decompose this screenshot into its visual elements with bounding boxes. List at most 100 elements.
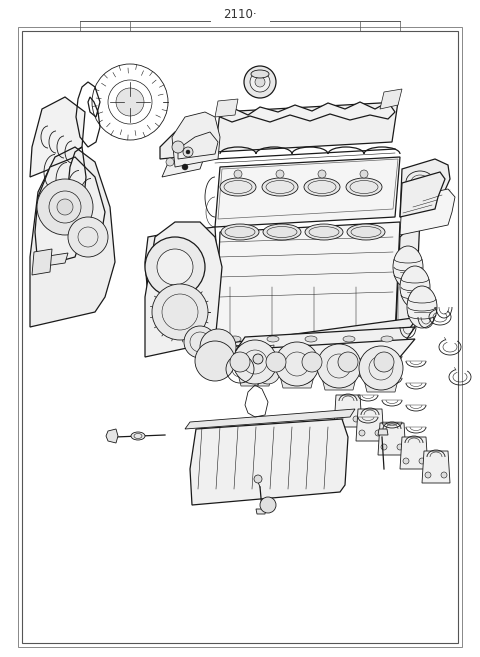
Polygon shape [30,147,115,327]
Polygon shape [178,132,218,159]
Polygon shape [400,189,455,235]
Circle shape [403,458,409,464]
Circle shape [276,170,284,178]
Ellipse shape [400,266,430,308]
Circle shape [441,472,447,478]
Ellipse shape [304,178,340,196]
Circle shape [397,444,403,450]
Circle shape [353,416,359,422]
Circle shape [230,352,250,372]
Polygon shape [225,339,415,367]
Circle shape [425,472,431,478]
Circle shape [260,497,276,513]
Ellipse shape [267,336,279,342]
Polygon shape [334,395,362,427]
Polygon shape [38,253,68,267]
Polygon shape [145,227,218,332]
Circle shape [302,352,322,372]
Circle shape [184,326,216,358]
Polygon shape [363,376,399,392]
Circle shape [291,360,315,384]
Polygon shape [395,217,420,347]
Circle shape [419,458,425,464]
Circle shape [256,360,280,384]
Circle shape [254,475,262,483]
Polygon shape [162,155,205,177]
Circle shape [183,147,193,157]
Polygon shape [30,97,85,177]
Circle shape [116,88,144,116]
Circle shape [152,284,208,340]
Circle shape [57,199,73,215]
Circle shape [145,237,205,297]
Polygon shape [215,99,238,117]
Circle shape [359,430,365,436]
Polygon shape [215,102,398,152]
Circle shape [318,170,326,178]
Polygon shape [279,372,315,388]
Circle shape [182,164,188,170]
Ellipse shape [346,178,382,196]
Ellipse shape [220,178,256,196]
Circle shape [375,430,381,436]
Polygon shape [172,112,220,167]
Polygon shape [160,127,215,159]
Polygon shape [237,370,273,386]
Circle shape [361,360,385,384]
Circle shape [253,354,263,364]
Circle shape [250,72,270,92]
Ellipse shape [347,224,385,240]
Circle shape [266,352,286,372]
Polygon shape [145,222,222,357]
Polygon shape [380,89,402,109]
Circle shape [326,360,350,384]
Circle shape [381,444,387,450]
Ellipse shape [229,336,241,342]
Polygon shape [262,345,274,364]
Polygon shape [230,327,415,359]
Polygon shape [215,157,400,227]
Circle shape [166,158,174,166]
Circle shape [172,141,184,153]
Circle shape [68,217,108,257]
Circle shape [209,355,221,367]
Circle shape [338,352,358,372]
Circle shape [374,352,394,372]
Polygon shape [332,345,344,364]
Ellipse shape [305,224,343,240]
Polygon shape [185,409,355,429]
Polygon shape [190,419,348,505]
Circle shape [37,179,93,235]
Ellipse shape [393,246,423,288]
Ellipse shape [131,432,145,440]
Polygon shape [378,429,388,435]
Polygon shape [106,429,118,443]
Polygon shape [256,509,266,514]
Polygon shape [400,437,428,469]
Text: 2110·: 2110· [223,7,257,20]
Circle shape [244,66,276,98]
Polygon shape [215,222,400,347]
Polygon shape [35,157,105,267]
Polygon shape [400,159,450,217]
Polygon shape [297,345,309,364]
Polygon shape [356,409,384,441]
Polygon shape [220,102,395,122]
Ellipse shape [251,70,269,78]
Polygon shape [32,249,52,275]
Circle shape [157,249,193,285]
Circle shape [275,342,319,386]
Circle shape [233,340,277,384]
Ellipse shape [221,224,259,240]
Circle shape [195,341,235,381]
Ellipse shape [343,336,355,342]
Circle shape [359,346,403,390]
Polygon shape [422,451,450,483]
Polygon shape [367,345,379,364]
Ellipse shape [263,224,301,240]
Circle shape [317,344,361,388]
Ellipse shape [407,286,437,328]
Ellipse shape [305,336,317,342]
Circle shape [255,77,265,87]
Circle shape [200,329,236,365]
